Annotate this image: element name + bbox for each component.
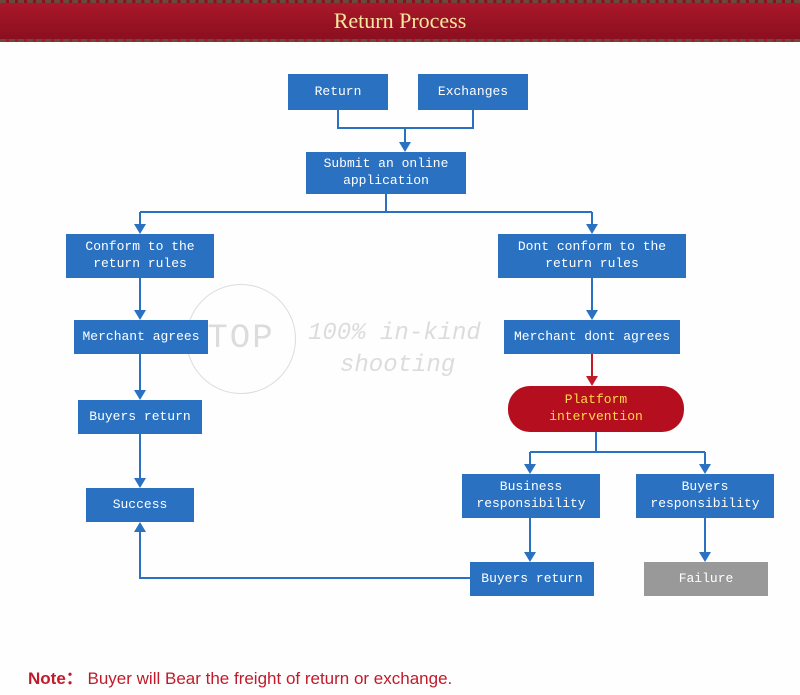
node-exchanges: Exchanges: [418, 74, 528, 110]
node-nonconform: Dont conform to thereturn rules: [498, 234, 686, 278]
node-return: Return: [288, 74, 388, 110]
note-text: Buyer will Bear the freight of return or…: [88, 669, 453, 688]
node-success: Success: [86, 488, 194, 522]
node-buyer_resp: Buyersresponsibility: [636, 474, 774, 518]
node-biz_resp: Businessresponsibility: [462, 474, 600, 518]
note-prefix: Note：: [28, 669, 83, 688]
node-failure: Failure: [644, 562, 768, 596]
node-conform: Conform to thereturn rules: [66, 234, 214, 278]
watermark-line2: shooting: [340, 352, 455, 379]
node-platform: Platformintervention: [508, 386, 684, 432]
footnote: Note： Buyer will Bear the freight of ret…: [28, 664, 452, 689]
node-submit: Submit an onlineapplication: [306, 152, 466, 194]
node-buy_ret_l: Buyers return: [78, 400, 202, 434]
node-buy_ret_r: Buyers return: [470, 562, 594, 596]
banner-title: Return Process: [334, 8, 467, 34]
banner: Return Process: [0, 0, 800, 42]
node-m_agree: Merchant agrees: [74, 320, 208, 354]
flowchart-canvas: TOP 100% in-kind shooting ReturnExchange…: [0, 42, 800, 662]
watermark-line1: 100% in-kind: [308, 320, 481, 347]
node-m_disagree: Merchant dont agrees: [504, 320, 680, 354]
